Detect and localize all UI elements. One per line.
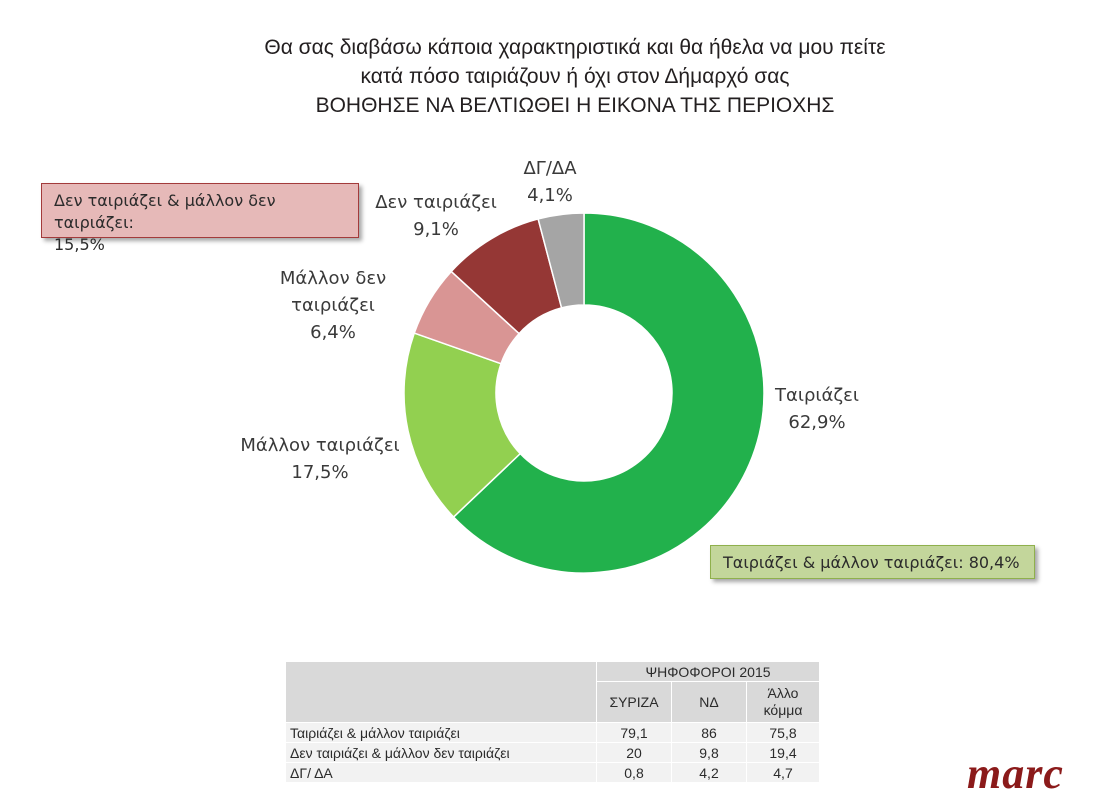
data-label-category: Ταιριάζει xyxy=(775,385,859,406)
table-corner xyxy=(285,661,597,723)
data-label-category: ΔΓ/ΔΑ xyxy=(523,158,577,179)
table-cell: 75,8 xyxy=(746,722,820,743)
table-group-header: ΨΗΦΟΦΟΡΟΙ 2015 xyxy=(596,661,820,682)
data-label-value: 62,9% xyxy=(788,412,846,433)
marc-logo: marc xyxy=(967,749,1064,798)
label-tairiazei: Ταιριάζει 62,9% xyxy=(775,382,859,436)
chart-title: Θα σας διαβάσω κάποια χαρακτηριστικά και… xyxy=(150,33,1000,120)
negative-callout-value: 15,5% xyxy=(54,235,105,254)
table-cell: 20 xyxy=(596,742,672,763)
negative-callout-label: Δεν ταιριάζει & μάλλον δεν ταιριάζει: xyxy=(54,191,276,232)
label-mallon-den-tairiazei: Μάλλον δεν ταιριάζει 6,4% xyxy=(280,265,386,346)
row-label: Ταιριάζει & μάλλον ταιριάζει xyxy=(285,722,597,743)
slice-dg-da xyxy=(537,212,585,309)
data-label-value: 4,1% xyxy=(527,185,573,206)
label-mallon-tairiazei: Μάλλον ταιριάζει 17,5% xyxy=(240,432,399,486)
title-line-2: κατά πόσο ταιριάζουν ή όχι στον Δήμαρχό … xyxy=(360,65,790,88)
table-cell: 4,2 xyxy=(671,762,747,783)
label-dg-da: ΔΓ/ΔΑ 4,1% xyxy=(523,155,576,209)
data-label-category: ταιριάζει xyxy=(291,295,375,316)
positive-callout-text: Ταιριάζει & μάλλον ταιριάζει: 80,4% xyxy=(723,553,1020,572)
table-cell: 0,8 xyxy=(596,762,672,783)
slice-mallon-tairiazei xyxy=(403,332,522,519)
row-label: ΔΓ/ ΔΑ xyxy=(285,762,597,783)
data-label-category: Δεν ταιριάζει xyxy=(375,192,497,213)
data-label-value: 6,4% xyxy=(310,322,356,343)
table-row: Ταιριάζει & μάλλον ταιριάζει 79,1 86 75,… xyxy=(285,722,820,743)
column-header: Άλλο κόμμα xyxy=(746,681,820,723)
column-header: ΣΥΡΙΖΑ xyxy=(596,681,672,723)
title-line-3: ΒΟΗΘΗΣΕ ΝΑ ΒΕΛΤΙΩΘΕΙ Η ΕΙΚΟΝΑ ΤΗΣ ΠΕΡΙΟΧ… xyxy=(315,94,835,117)
data-label-value: 17,5% xyxy=(291,462,349,483)
table-row: ΔΓ/ ΔΑ 0,8 4,2 4,7 xyxy=(285,762,820,783)
positive-callout: Ταιριάζει & μάλλον ταιριάζει: 80,4% xyxy=(710,545,1035,579)
row-label: Δεν ταιριάζει & μάλλον δεν ταιριάζει xyxy=(285,742,597,763)
table-cell: 9,8 xyxy=(671,742,747,763)
column-header: ΝΔ xyxy=(671,681,747,723)
label-den-tairiazei: Δεν ταιριάζει 9,1% xyxy=(375,189,497,243)
slice-tairiazei xyxy=(452,212,765,574)
table-cell: 19,4 xyxy=(746,742,820,763)
table-cell: 79,1 xyxy=(596,722,672,743)
negative-callout: Δεν ταιριάζει & μάλλον δεν ταιριάζει: 15… xyxy=(41,183,359,254)
data-label-value: 9,1% xyxy=(413,219,459,240)
table-cell: 4,7 xyxy=(746,762,820,783)
data-label-category: Μάλλον δεν xyxy=(279,268,387,289)
title-line-1: Θα σας διαβάσω κάποια χαρακτηριστικά και… xyxy=(264,36,886,59)
table-row: Δεν ταιριάζει & μάλλον δεν ταιριάζει 20 … xyxy=(285,742,820,763)
data-label-category: Μάλλον ταιριάζει xyxy=(240,435,400,456)
table-cell: 86 xyxy=(671,722,747,743)
voters-table: ΨΗΦΟΦΟΡΟΙ 2015 ΣΥΡΙΖΑ ΝΔ Άλλο κόμμα Ταιρ… xyxy=(285,661,820,783)
